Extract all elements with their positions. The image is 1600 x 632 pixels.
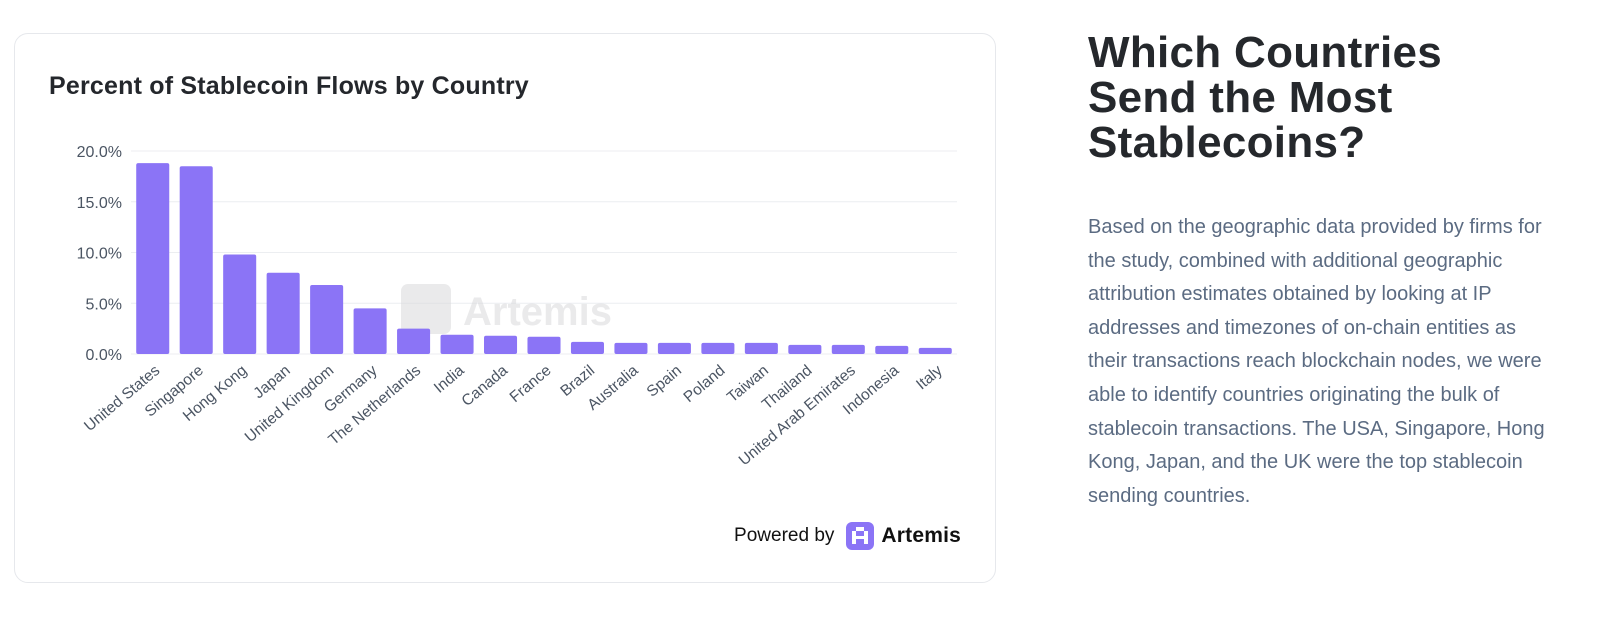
chart-title: Percent of Stablecoin Flows by Country <box>49 72 529 100</box>
x-tick-label: India <box>431 362 468 397</box>
bar[interactable] <box>831 344 865 354</box>
bar[interactable] <box>266 272 300 354</box>
bar[interactable] <box>353 308 387 354</box>
bar[interactable] <box>527 336 561 354</box>
chart-card: Percent of Stablecoin Flows by Country 0… <box>14 33 996 583</box>
y-tick-label: 20.0% <box>77 144 122 161</box>
bar[interactable] <box>570 341 604 354</box>
artemis-logo-text: Artemis <box>881 524 961 547</box>
x-tick-label: Poland <box>681 362 729 406</box>
x-tick-label: France <box>507 362 555 406</box>
section-body: Based on the geographic data provided by… <box>1088 216 1545 507</box>
bar[interactable] <box>788 344 822 354</box>
x-tick-label: Italy <box>913 362 946 393</box>
y-tick-label: 0.0% <box>86 347 122 364</box>
y-tick-label: 5.0% <box>86 296 122 313</box>
x-tick-label: Canada <box>459 362 512 410</box>
bar[interactable] <box>397 328 431 354</box>
artemis-watermark: Artemis <box>401 284 612 334</box>
bar[interactable] <box>484 335 518 354</box>
section-heading: Which Countries Send the Most Stablecoin… <box>1088 28 1443 167</box>
powered-by-label: Powered by <box>734 525 835 546</box>
bar[interactable] <box>310 284 344 354</box>
bar[interactable] <box>136 163 170 354</box>
bar[interactable] <box>614 342 648 354</box>
artemis-logo-icon <box>846 522 875 550</box>
x-tick-label: Spain <box>644 362 685 401</box>
bar[interactable] <box>918 347 952 354</box>
bar[interactable] <box>701 342 735 354</box>
article-section: Which Countries Send the Most Stablecoin… <box>1088 30 1558 513</box>
watermark-icon <box>401 284 451 334</box>
bar[interactable] <box>223 254 257 354</box>
bar[interactable] <box>440 334 474 354</box>
y-tick-label: 15.0% <box>77 195 122 212</box>
bar[interactable] <box>179 166 213 354</box>
powered-by[interactable]: Powered by Artemis <box>734 522 961 550</box>
bar[interactable] <box>744 342 778 354</box>
watermark-text: Artemis <box>463 290 612 334</box>
bar[interactable] <box>875 345 909 354</box>
bar[interactable] <box>657 342 691 354</box>
y-tick-label: 10.0% <box>77 246 122 263</box>
